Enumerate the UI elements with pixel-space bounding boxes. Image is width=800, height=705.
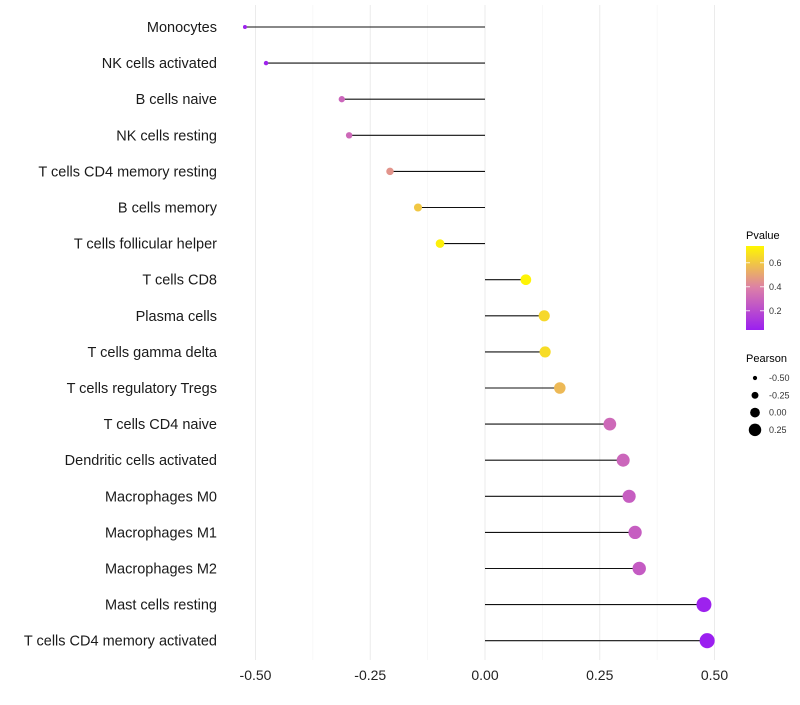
color-tick-label: 0.4 (769, 282, 782, 292)
size-legend-dot (750, 407, 760, 418)
size-legend-label: 0.00 (769, 408, 787, 418)
y-tick-label: Mast cells resting (105, 598, 217, 614)
y-tick-label: Macrophages M2 (105, 562, 217, 578)
color-tick-label: 0.6 (769, 258, 782, 268)
x-tick-label: 0.25 (586, 667, 613, 683)
color-tick-label: 0.2 (769, 306, 782, 316)
data-point (696, 597, 712, 613)
data-point (632, 561, 646, 576)
size-legend-title: Pearson (746, 353, 787, 365)
y-axis-labels: Monocytes NK cells activated B cells naive… (24, 20, 218, 650)
data-point (622, 489, 636, 503)
y-tick-label: Macrophages M0 (105, 489, 217, 505)
data-point (699, 633, 715, 649)
y-tick-label: T cells CD4 memory resting (38, 164, 217, 180)
size-legend-dot (752, 375, 758, 381)
y-tick-label: Plasma cells (136, 309, 217, 325)
size-legend-dot (748, 423, 762, 437)
x-tick-label: 0.00 (471, 667, 498, 683)
data-point (520, 274, 532, 286)
color-bar (746, 246, 764, 330)
points (242, 25, 715, 649)
y-tick-label: B cells memory (118, 201, 218, 217)
x-axis-labels: -0.50 -0.25 0.00 0.25 0.50 (240, 667, 729, 683)
data-point (539, 346, 551, 358)
x-tick-label: -0.25 (354, 667, 386, 683)
data-point (628, 525, 642, 540)
y-tick-label: T cells gamma delta (88, 345, 218, 361)
x-tick-label: -0.50 (240, 667, 272, 683)
stems (244, 26, 708, 642)
size-legend-label: 0.25 (769, 425, 787, 435)
x-tick-label: 0.50 (701, 667, 728, 683)
y-tick-label: Monocytes (147, 20, 217, 36)
y-tick-label: T cells regulatory Tregs (67, 381, 217, 397)
data-point (435, 239, 445, 248)
data-point (538, 310, 550, 322)
size-legend-dot (751, 391, 759, 399)
grid-lines (255, 5, 715, 660)
color-legend-title: Pvalue (746, 230, 780, 242)
y-tick-label: Macrophages M1 (105, 525, 217, 541)
data-point (554, 382, 566, 394)
data-point (413, 203, 423, 212)
data-point (242, 25, 247, 29)
legend: Pvalue Pearson 0.2 0.4 0.6 -0.50 -0.25 0.00 0.… (746, 230, 790, 437)
data-point (603, 417, 617, 431)
y-tick-label: NK cells resting (116, 128, 217, 144)
data-point (386, 167, 394, 176)
size-legend-label: -0.25 (769, 390, 790, 400)
data-point (616, 453, 630, 467)
y-tick-label: T cells follicular helper (74, 237, 217, 253)
data-point (263, 60, 269, 66)
y-tick-label: T cells CD4 memory activated (24, 634, 217, 650)
data-point (345, 132, 353, 139)
y-tick-label: B cells naive (136, 92, 217, 108)
y-tick-label: Dendritic cells activated (65, 453, 217, 469)
size-legend-label: -0.50 (769, 373, 790, 383)
y-tick-label: T cells CD4 naive (104, 417, 217, 433)
y-tick-label: NK cells activated (102, 56, 217, 72)
data-point (338, 96, 345, 103)
y-tick-label: T cells CD8 (142, 273, 217, 289)
